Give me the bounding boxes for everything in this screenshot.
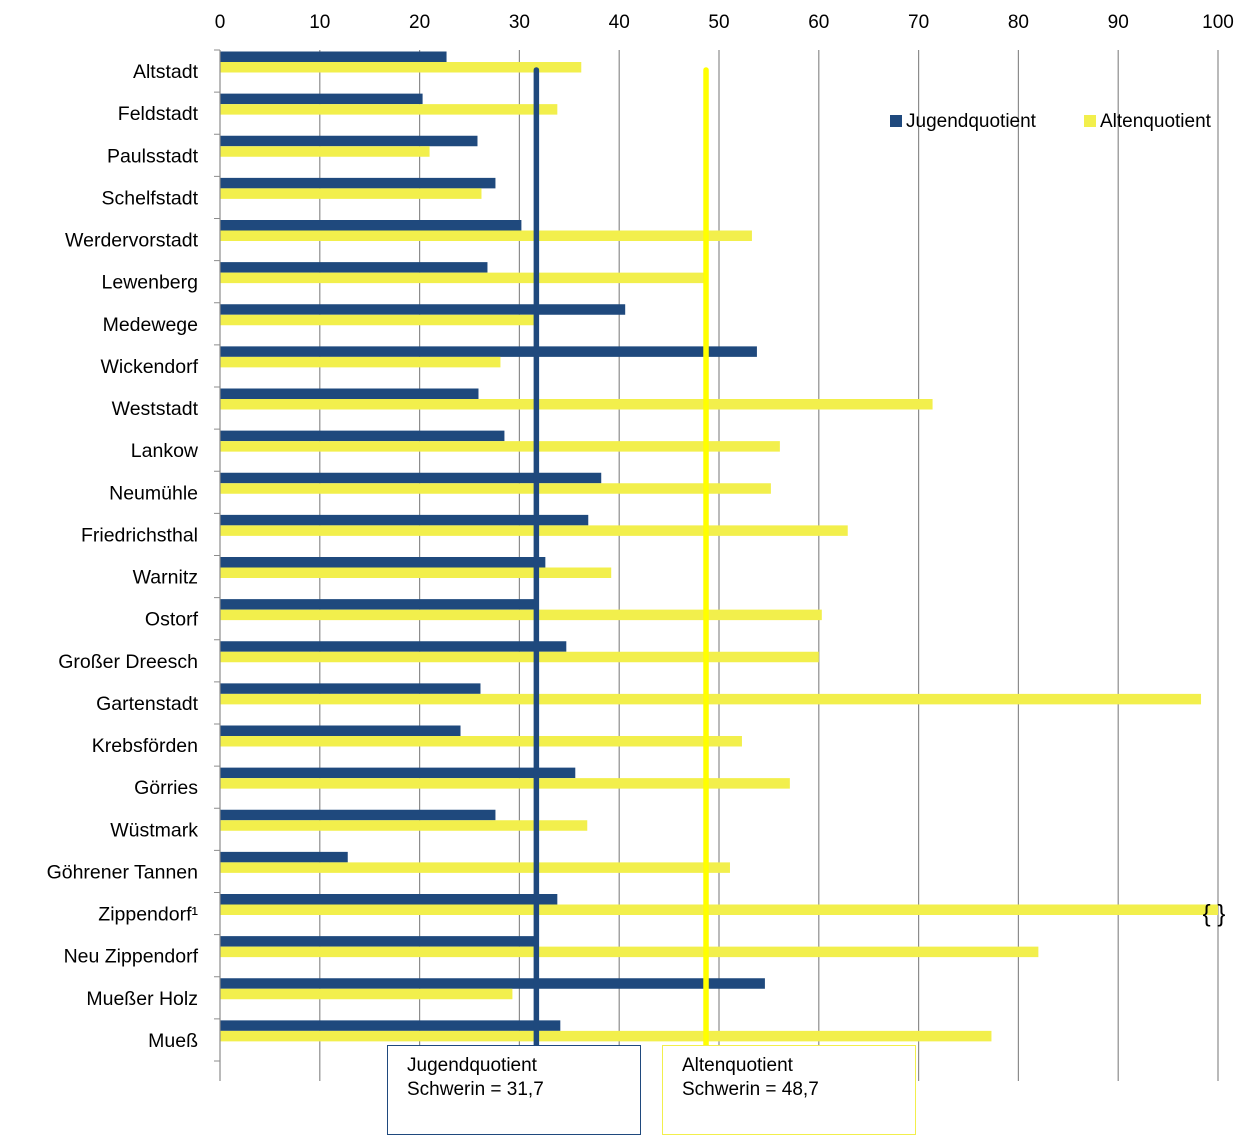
bar-alten-21 bbox=[220, 946, 1039, 958]
category-label-4: Werdervorstadt bbox=[65, 230, 199, 252]
category-label-1: Feldstadt bbox=[118, 103, 199, 125]
category-label-13: Ostorf bbox=[145, 609, 199, 631]
category-label-14: Großer Dreesch bbox=[58, 651, 198, 673]
x-tick-label-10: 10 bbox=[309, 12, 330, 33]
bar-jugend-19 bbox=[220, 851, 348, 863]
category-label-9: Lankow bbox=[131, 440, 199, 462]
bar-jugend-7 bbox=[220, 346, 757, 357]
category-label-23: Mueß bbox=[148, 1030, 198, 1052]
bar-jugend-13 bbox=[220, 599, 539, 610]
bar-alten-23 bbox=[220, 1030, 992, 1042]
bar-jugend-4 bbox=[220, 220, 522, 231]
bar-jugend-10 bbox=[220, 472, 602, 484]
category-label-15: Gartenstadt bbox=[96, 693, 198, 715]
bar-jugend-21 bbox=[220, 936, 535, 947]
bar-alten-5 bbox=[220, 272, 709, 284]
x-tick-label-20: 20 bbox=[409, 12, 430, 33]
category-label-10: Neumühle bbox=[109, 482, 198, 504]
bar-jugend-6 bbox=[220, 304, 626, 315]
bar-alten-6 bbox=[220, 314, 537, 326]
legend: Jugendquotient Altenquotient bbox=[890, 111, 1212, 132]
bar-alten-2 bbox=[220, 146, 430, 157]
bar-alten-22 bbox=[220, 988, 513, 1000]
x-tick-label-0: 0 bbox=[215, 12, 226, 33]
bar-jugend-23 bbox=[220, 1020, 561, 1031]
bar-alten-9 bbox=[220, 441, 780, 452]
axis-break-marker: { } bbox=[1203, 901, 1226, 928]
youth-quotient-note: Jugendquotient Schwerin = 31,7 bbox=[387, 1045, 641, 1135]
x-tick-label-80: 80 bbox=[1008, 12, 1029, 33]
elder-note-line2: Schwerin = 48,7 bbox=[682, 1079, 819, 1100]
category-label-16: Krebsförden bbox=[92, 735, 198, 757]
youth-note-line1: Jugendquotient bbox=[407, 1055, 537, 1076]
category-label-12: Warnitz bbox=[133, 567, 198, 589]
bar-jugend-3 bbox=[220, 177, 496, 189]
category-label-22: Mueßer Holz bbox=[86, 988, 198, 1010]
legend-label-alten: Altenquotient bbox=[1100, 111, 1212, 132]
x-tick-label-50: 50 bbox=[708, 12, 729, 33]
bar-alten-14 bbox=[220, 651, 819, 663]
bar-alten-1 bbox=[220, 104, 558, 115]
bar-alten-15 bbox=[220, 693, 1202, 705]
reference-lines bbox=[533, 67, 709, 1069]
category-label-5: Lewenberg bbox=[102, 272, 199, 294]
x-tick-label-70: 70 bbox=[908, 12, 929, 33]
bar-alten-3 bbox=[220, 188, 482, 199]
bar-jugend-11 bbox=[220, 514, 589, 526]
bar-jugend-12 bbox=[220, 557, 546, 568]
bar-alten-10 bbox=[220, 483, 771, 494]
bar-alten-12 bbox=[220, 567, 612, 578]
category-label-19: Göhrener Tannen bbox=[47, 861, 198, 883]
legend-swatch-alten bbox=[1084, 115, 1096, 127]
bar-jugend-14 bbox=[220, 641, 567, 652]
bar-jugend-20 bbox=[220, 894, 558, 905]
bar-jugend-2 bbox=[220, 135, 478, 147]
x-tick-label-30: 30 bbox=[509, 12, 530, 33]
category-label-7: Wickendorf bbox=[100, 356, 198, 378]
category-label-2: Paulsstadt bbox=[107, 145, 199, 167]
bar-jugend-5 bbox=[220, 262, 488, 273]
bar-alten-16 bbox=[220, 736, 742, 747]
bar-alten-0 bbox=[220, 62, 582, 73]
axes: 0 10 20 30 40 50 60 70 80 90 100 Altstadt Feldstadt P… bbox=[47, 12, 1234, 1081]
x-tick-label-40: 40 bbox=[609, 12, 630, 33]
bar-alten-20 bbox=[220, 904, 1218, 915]
bar-jugend-1 bbox=[220, 93, 423, 105]
legend-swatch-jugend bbox=[890, 115, 902, 127]
bar-jugend-16 bbox=[220, 725, 461, 736]
category-label-11: Friedrichsthal bbox=[81, 524, 198, 546]
category-label-8: Weststadt bbox=[112, 398, 199, 420]
bar-alten-19 bbox=[220, 862, 730, 873]
bar-alten-17 bbox=[220, 778, 790, 789]
elder-quotient-note: Altenquotient Schwerin = 48,7 bbox=[662, 1045, 916, 1135]
x-tick-label-60: 60 bbox=[808, 12, 829, 33]
elder-note-line1: Altenquotient bbox=[682, 1055, 793, 1076]
bar-jugend-9 bbox=[220, 430, 505, 442]
bar-alten-13 bbox=[220, 609, 822, 621]
bar-jugend-22 bbox=[220, 978, 765, 989]
category-label-21: Neu Zippendorf bbox=[64, 946, 199, 968]
x-tick-label-100: 100 bbox=[1202, 12, 1234, 33]
x-tick-label-90: 90 bbox=[1108, 12, 1129, 33]
bar-jugend-17 bbox=[220, 767, 576, 779]
bars bbox=[220, 51, 1218, 1042]
category-label-20: Zippendorf¹ bbox=[98, 904, 198, 926]
bar-jugend-18 bbox=[220, 809, 496, 821]
legend-label-jugend: Jugendquotient bbox=[906, 111, 1037, 132]
category-label-0: Altstadt bbox=[133, 61, 199, 83]
youth-note-line2: Schwerin = 31,7 bbox=[407, 1079, 544, 1100]
category-label-6: Medewege bbox=[103, 314, 198, 336]
bar-alten-18 bbox=[220, 820, 588, 831]
bar-alten-8 bbox=[220, 399, 933, 410]
category-label-17: Görries bbox=[134, 777, 198, 799]
bar-jugend-0 bbox=[220, 51, 447, 62]
bar-alten-7 bbox=[220, 356, 501, 368]
category-label-18: Wüstmark bbox=[110, 819, 198, 841]
bar-jugend-8 bbox=[220, 388, 479, 399]
category-label-3: Schelfstadt bbox=[102, 187, 199, 209]
bar-alten-4 bbox=[220, 230, 752, 241]
bar-jugend-15 bbox=[220, 683, 481, 694]
